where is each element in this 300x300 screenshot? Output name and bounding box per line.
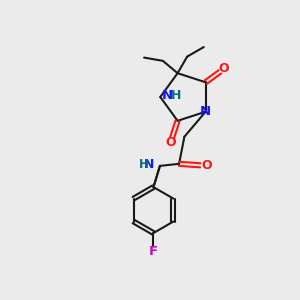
Text: F: F — [149, 245, 158, 258]
Text: O: O — [219, 62, 230, 75]
Text: H: H — [171, 89, 181, 102]
Text: H: H — [139, 158, 149, 171]
Text: O: O — [201, 159, 212, 172]
Text: N: N — [162, 89, 173, 102]
Text: N: N — [200, 105, 211, 118]
Text: O: O — [165, 136, 176, 149]
Text: N: N — [144, 158, 154, 171]
